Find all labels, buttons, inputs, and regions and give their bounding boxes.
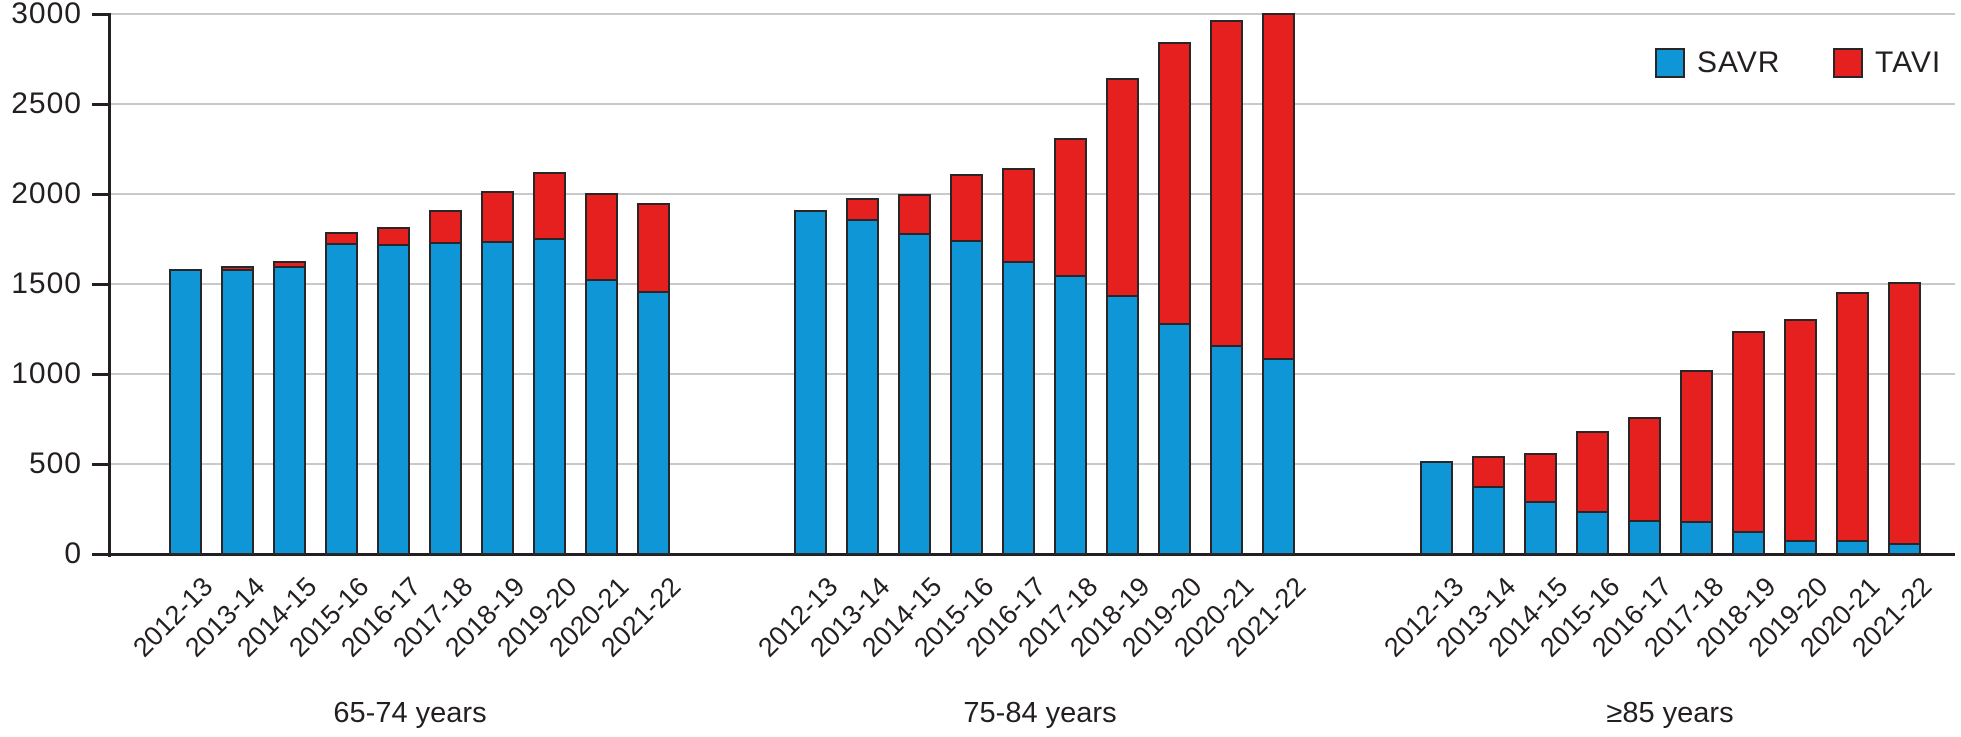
bar-savr-g1-2017-18: [1054, 275, 1087, 555]
y-tick-2000: [92, 193, 109, 196]
bar-tavi-g1-2017-18: [1054, 138, 1087, 277]
bar-tavi-g0-2013-14: [221, 266, 254, 271]
bar-tavi-g2-2014-15: [1524, 453, 1557, 503]
bar-savr-g0-2018-19: [481, 241, 514, 555]
bar-tavi-g0-2015-16: [325, 232, 358, 245]
bar-savr-g0-2016-17: [377, 244, 410, 555]
bar-tavi-g0-2019-20: [533, 172, 566, 240]
bar-tavi-g2-2013-14: [1472, 456, 1505, 488]
bar-savr-g2-2019-20: [1784, 540, 1817, 555]
bar-savr-g0-2015-16: [325, 243, 358, 555]
bar-savr-g1-2013-14: [846, 219, 879, 555]
bar-savr-g1-2016-17: [1002, 261, 1035, 555]
bar-savr-g2-2014-15: [1524, 501, 1557, 555]
bar-savr-g2-2015-16: [1576, 511, 1609, 555]
bar-tavi-g0-2018-19: [481, 191, 514, 243]
bar-savr-g2-2012-13: [1420, 461, 1453, 555]
bar-tavi-g2-2016-17: [1628, 417, 1661, 522]
bar-savr-g2-2013-14: [1472, 486, 1505, 555]
bar-tavi-g1-2016-17: [1002, 168, 1035, 263]
gridline-3000: [110, 13, 1955, 15]
legend-label-savr: SAVR: [1697, 46, 1781, 79]
bar-savr-g1-2014-15: [898, 233, 931, 555]
group-label-1: 75-84 years: [963, 697, 1117, 729]
y-tick-1000: [92, 373, 109, 376]
bar-savr-g2-2018-19: [1732, 531, 1765, 555]
bar-tavi-g0-2014-15: [273, 261, 306, 268]
bar-tavi-g2-2018-19: [1732, 331, 1765, 533]
bar-savr-g1-2021-22: [1262, 358, 1295, 555]
bar-tavi-g1-2020-21: [1210, 20, 1243, 347]
y-axis-line: [108, 13, 111, 557]
legend-swatch-tavi: [1833, 48, 1863, 78]
y-tick-label: 500: [28, 447, 82, 480]
bar-savr-g2-2017-18: [1680, 521, 1713, 555]
legend-label-tavi: TAVI: [1875, 46, 1942, 79]
y-tick-label: 0: [64, 537, 82, 570]
bar-tavi-g1-2014-15: [898, 194, 931, 235]
bar-tavi-g1-2018-19: [1106, 78, 1139, 297]
bar-savr-g0-2021-22: [637, 291, 670, 555]
bar-tavi-g2-2017-18: [1680, 370, 1713, 523]
bar-savr-g0-2019-20: [533, 238, 566, 555]
y-tick-2500: [92, 103, 109, 106]
bar-savr-g1-2018-19: [1106, 295, 1139, 555]
bar-savr-g2-2020-21: [1836, 540, 1869, 555]
bar-savr-g2-2016-17: [1628, 520, 1661, 555]
bar-savr-g0-2017-18: [429, 242, 462, 555]
bar-savr-g0-2014-15: [273, 266, 306, 555]
y-tick-1500: [92, 283, 109, 286]
bar-tavi-g1-2021-22: [1262, 13, 1295, 360]
bar-savr-g0-2013-14: [221, 269, 254, 555]
bar-tavi-g0-2017-18: [429, 210, 462, 244]
bar-savr-g1-2012-13: [794, 210, 827, 555]
bar-tavi-g2-2021-22: [1888, 282, 1921, 545]
y-tick-0: [92, 553, 109, 556]
bar-tavi-g0-2021-22: [637, 203, 670, 293]
y-tick-label: 1000: [11, 357, 82, 390]
bar-tavi-g1-2013-14: [846, 198, 879, 221]
bar-savr-g0-2012-13: [169, 269, 202, 555]
legend-swatch-savr: [1655, 48, 1685, 78]
bar-tavi-g2-2015-16: [1576, 431, 1609, 513]
bar-tavi-g0-2016-17: [377, 227, 410, 246]
y-tick-3000: [92, 13, 109, 16]
bar-tavi-g1-2019-20: [1158, 42, 1191, 325]
bar-savr-g1-2015-16: [950, 240, 983, 555]
y-tick-500: [92, 463, 109, 466]
y-tick-label: 2500: [11, 87, 82, 120]
bar-tavi-g2-2019-20: [1784, 319, 1817, 542]
y-tick-label: 2000: [11, 177, 82, 210]
bar-tavi-g2-2020-21: [1836, 292, 1869, 542]
group-label-0: 65-74 years: [333, 697, 487, 729]
bar-savr-g0-2020-21: [585, 279, 618, 555]
y-tick-label: 3000: [11, 0, 82, 30]
bar-tavi-g1-2015-16: [950, 174, 983, 242]
bar-savr-g1-2019-20: [1158, 323, 1191, 555]
gridline-2500: [110, 103, 1955, 105]
bar-savr-g1-2020-21: [1210, 345, 1243, 555]
y-tick-label: 1500: [11, 267, 82, 300]
group-label-2: ≥85 years: [1606, 697, 1734, 729]
bar-tavi-g0-2020-21: [585, 193, 618, 281]
